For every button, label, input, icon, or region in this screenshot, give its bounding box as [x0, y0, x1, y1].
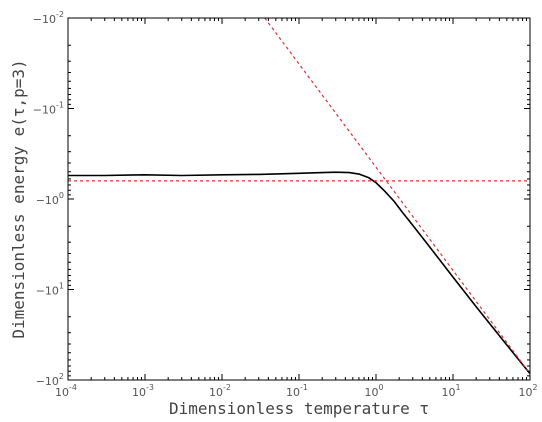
y-tick-label: −100 [36, 191, 64, 207]
series-asymptote-2 [264, 18, 530, 374]
y-axis-title: Dimensionless energy e(τ,p=3) [9, 59, 28, 338]
y-tick-label: −10-2 [33, 10, 64, 26]
plot-frame [67, 17, 531, 381]
plot-area [68, 18, 530, 375]
y-tick-label: −102 [36, 372, 64, 388]
series-energy-curve [68, 171, 530, 375]
y-tick-label: −10-1 [33, 101, 64, 117]
x-tick-label: 102 [518, 383, 537, 399]
x-axis-title: Dimensionless temperature τ [169, 399, 429, 418]
axis-ticks: 10-4 10-3 10-2 10-1 100 101 102 −10-2 −10-1 −100 −… [33, 10, 538, 399]
x-tick-label: 101 [441, 383, 460, 399]
x-tick-label: 10-1 [286, 383, 308, 399]
x-tick-label: 100 [364, 383, 383, 399]
axes-frame [67, 17, 531, 381]
x-tick-label: 10-2 [209, 383, 231, 399]
x-tick-label: 10-4 [55, 383, 77, 399]
y-tick-label: −101 [36, 282, 64, 298]
x-tick-label: 10-3 [132, 383, 154, 399]
